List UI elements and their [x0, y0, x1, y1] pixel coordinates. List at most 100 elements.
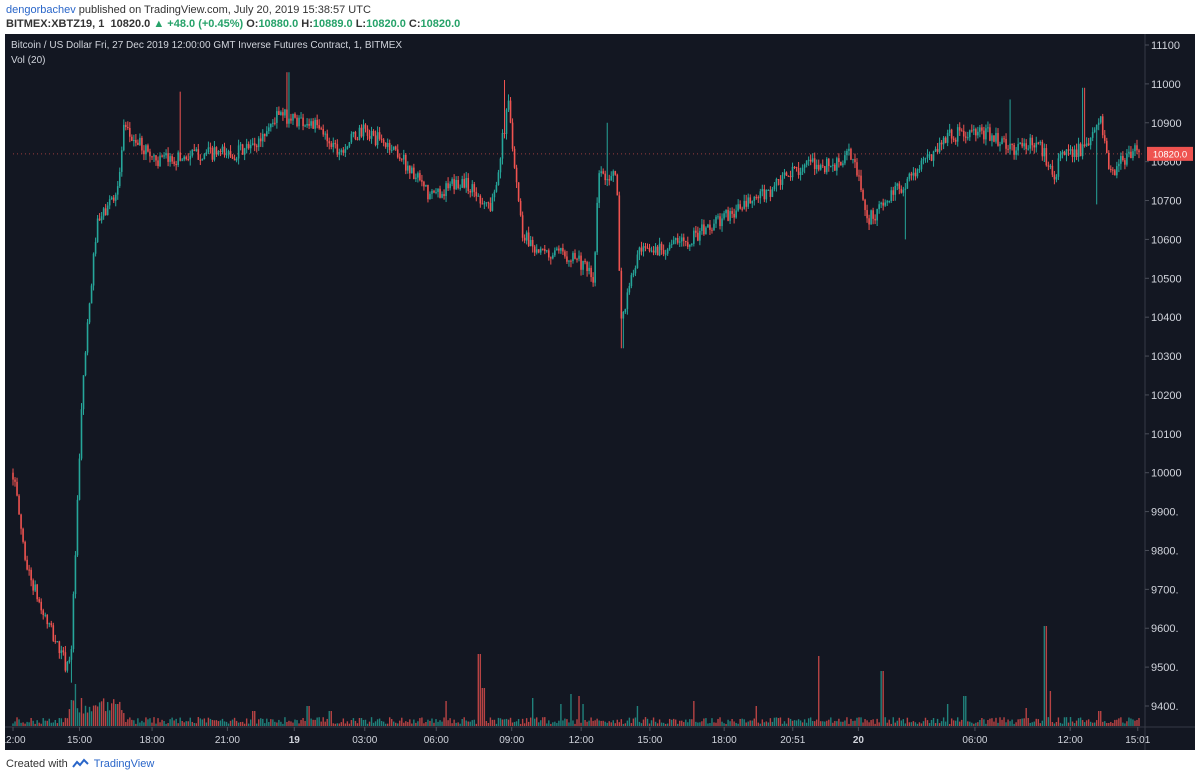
candle-body	[995, 133, 997, 142]
candle-body	[429, 193, 431, 200]
candle-body	[104, 208, 107, 216]
candle-body	[1109, 168, 1112, 170]
candle-body	[944, 137, 947, 143]
candle-body	[989, 127, 991, 141]
volume-bar	[511, 722, 514, 726]
candle-body	[741, 208, 743, 210]
volume-bar	[1108, 722, 1110, 726]
volume-bar	[689, 719, 691, 726]
volume-bar	[358, 717, 361, 726]
candle-body	[368, 135, 371, 139]
price-tick-label: 10600	[1151, 234, 1182, 246]
volume-bar	[471, 720, 473, 726]
price-chart[interactable]: 1110011000109001080010700106001050010400…	[5, 34, 1195, 750]
candle-body	[1045, 148, 1048, 166]
candle-body	[330, 143, 333, 147]
volume-bar	[354, 720, 357, 726]
volume-bar	[125, 721, 127, 726]
candle-body	[20, 514, 22, 529]
volume-bar	[582, 704, 584, 726]
volume-bar	[991, 718, 993, 726]
candle-body	[975, 129, 977, 136]
candle-body	[699, 230, 701, 241]
volume-bar	[878, 722, 880, 726]
volume-bar	[620, 719, 623, 726]
volume-bar	[554, 721, 556, 726]
candle-body	[261, 133, 264, 142]
volume-bar	[1029, 722, 1031, 726]
candle-body	[62, 650, 65, 653]
volume-bar	[681, 720, 683, 726]
volume-bar	[775, 717, 778, 726]
volume-bar	[298, 723, 300, 726]
chart-area[interactable]: 11100 11000 10900 10800 10700 10600 10500 10400…	[5, 34, 1195, 750]
volume-bar	[729, 721, 731, 726]
candle-body	[1011, 143, 1013, 145]
candle-body	[838, 158, 840, 162]
volume-bar	[751, 720, 753, 726]
time-scale[interactable]: 12:00 15:00 18:00 21:00 19 03:00 06:00 09:00 12:…	[5, 727, 1151, 746]
candle-body	[682, 237, 685, 241]
volume-bar	[362, 719, 365, 726]
candle-body	[1013, 144, 1015, 155]
volume-bar	[644, 717, 647, 726]
candle-body	[745, 200, 748, 207]
candle-body	[743, 200, 745, 209]
volume-bar	[1112, 723, 1114, 726]
candle-body	[147, 145, 149, 152]
candle-body	[670, 244, 673, 246]
candle-body	[821, 165, 824, 167]
volume-bar	[892, 717, 894, 726]
candle-body	[543, 248, 546, 252]
volume-bar	[20, 722, 22, 726]
author-link[interactable]: dengorbachev	[6, 4, 76, 16]
price-tick-label: 11100	[1151, 40, 1180, 52]
volume-bar	[761, 719, 764, 726]
candle-body	[888, 201, 891, 203]
volume-bar	[856, 717, 858, 726]
candle-body	[255, 145, 258, 148]
volume-bar	[467, 721, 469, 726]
candle-body	[513, 148, 516, 168]
candle-body	[110, 197, 113, 200]
volume-bar	[965, 696, 967, 726]
candle-body	[892, 190, 895, 195]
volume-bar	[832, 722, 834, 726]
candle-body	[52, 625, 55, 641]
volume-bar	[409, 719, 411, 726]
volume-bar	[137, 718, 139, 726]
volume-bar	[334, 723, 336, 726]
volume-bar	[117, 704, 119, 726]
volume-bar	[435, 719, 437, 726]
volume-bar	[503, 719, 506, 726]
candle-body	[773, 185, 776, 190]
volume-bar	[521, 718, 524, 726]
volume-bar	[1124, 723, 1126, 726]
candle-body	[735, 210, 737, 218]
volume-bar	[135, 723, 137, 726]
volume-bar	[973, 723, 975, 726]
candle-body	[151, 156, 153, 158]
candle-body	[352, 131, 355, 134]
candle-body	[894, 185, 897, 195]
price-scale[interactable]: 1110011000109001080010700106001050010400…	[1145, 40, 1182, 713]
candle-body	[836, 158, 838, 171]
volume-bar	[378, 718, 381, 726]
candle-body	[443, 194, 445, 197]
candle-body	[723, 213, 725, 219]
candle-body	[807, 159, 810, 161]
volume-bar	[123, 713, 125, 726]
volume-bar	[1118, 718, 1120, 726]
candle-body	[18, 495, 20, 515]
tradingview-brand[interactable]: TradingView	[93, 758, 155, 770]
candle-body	[572, 253, 574, 262]
volume-bar	[397, 723, 399, 726]
candle-body	[479, 195, 482, 204]
volume-bar	[161, 719, 163, 726]
candle-body	[245, 143, 248, 149]
volume-bar	[1091, 722, 1094, 726]
volume-bar	[316, 717, 318, 726]
candle-body	[517, 182, 520, 201]
volume-bar	[1110, 721, 1112, 726]
candle-body	[189, 155, 192, 160]
